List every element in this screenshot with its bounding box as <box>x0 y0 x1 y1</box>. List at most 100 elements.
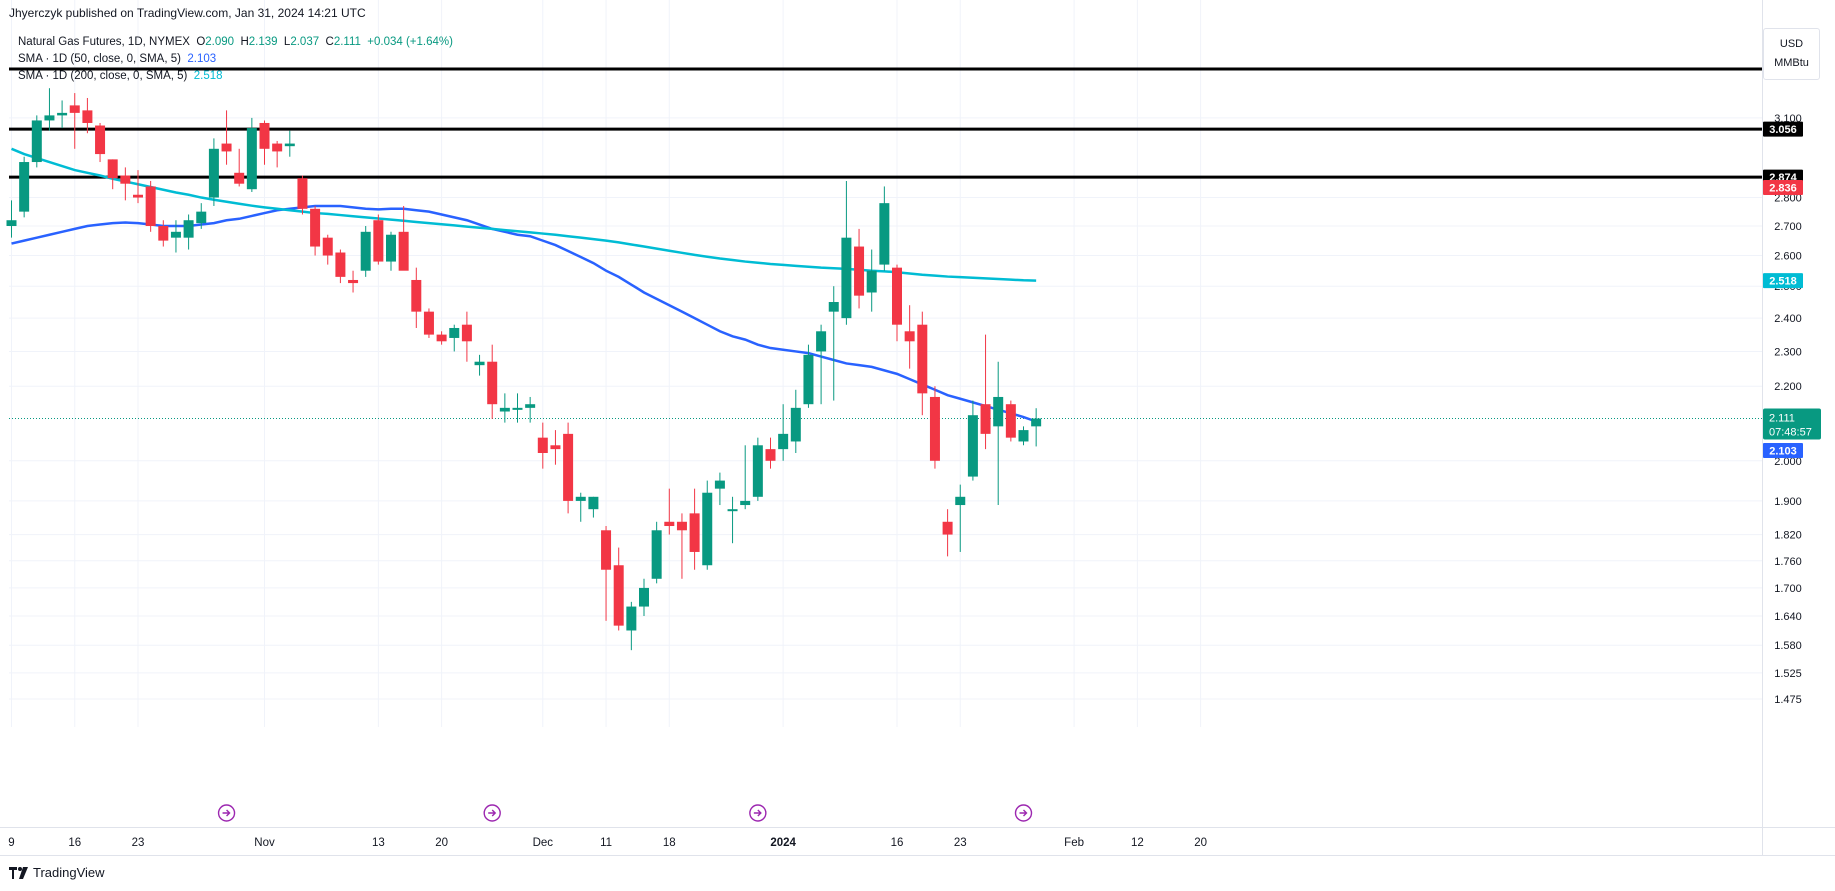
candle <box>664 488 675 535</box>
candle <box>828 286 839 401</box>
candle-body <box>892 267 902 325</box>
candle <box>765 437 776 469</box>
candle <box>841 180 852 325</box>
candle-body <box>563 433 574 501</box>
candle-body <box>626 606 637 631</box>
sma50-line <box>11 204 1037 423</box>
currency-unit-selector[interactable]: USD MMBtu <box>1763 28 1820 80</box>
sma200-label: SMA · 1D (200, close, 0, SMA, 5) <box>18 70 188 82</box>
x-tick-label: Dec <box>533 837 554 849</box>
candle <box>449 324 460 352</box>
candle <box>917 311 928 416</box>
candle-body <box>120 175 131 184</box>
candle <box>803 344 814 408</box>
candle <box>980 334 991 450</box>
candle-body <box>993 396 1004 427</box>
candle <box>689 488 700 570</box>
candle-body <box>145 186 156 226</box>
open-label: O <box>196 36 206 48</box>
symbol-row[interactable]: Natural Gas Futures, 1D, NYMEX O2.090 H2… <box>18 34 453 51</box>
candle <box>82 97 93 134</box>
candle-body <box>436 334 447 342</box>
candle-body <box>335 252 346 277</box>
currency-label: USD <box>1779 38 1804 50</box>
candle <box>44 88 55 131</box>
candle-body <box>208 148 219 198</box>
candle <box>133 170 143 204</box>
candle-body <box>575 496 586 501</box>
x-tick-label: 20 <box>1194 837 1207 849</box>
candle <box>537 422 548 469</box>
candle-body <box>588 496 599 510</box>
candle <box>183 214 194 250</box>
candle-body <box>246 128 257 190</box>
price-label-text: 2.103 <box>1769 446 1797 458</box>
candle <box>335 249 346 284</box>
candle <box>601 526 612 621</box>
candle-body <box>19 162 30 212</box>
candle <box>727 496 738 544</box>
tradingview-brand[interactable]: TradingView <box>9 865 105 880</box>
candle-body <box>740 500 751 506</box>
candle-body <box>828 302 839 312</box>
x-tick-label: 2024 <box>770 837 796 849</box>
candle <box>487 344 498 419</box>
candle-body <box>676 521 687 531</box>
price-label-text: 2.836 <box>1769 183 1797 195</box>
y-tick-label: 2.200 <box>1774 381 1802 393</box>
candle-body <box>499 407 510 412</box>
candle-body <box>6 220 17 226</box>
candle <box>322 234 333 265</box>
candle-body <box>525 404 536 408</box>
candle-body <box>170 231 181 238</box>
candle <box>120 167 131 201</box>
event-marker-icon <box>749 804 767 822</box>
candle-body <box>31 120 42 163</box>
candle <box>892 264 902 342</box>
candle <box>904 305 915 369</box>
sma200-row[interactable]: SMA · 1D (200, close, 0, SMA, 5) 2.518 <box>18 68 453 85</box>
chart-grid <box>9 0 1762 727</box>
candle <box>208 138 219 206</box>
candle <box>525 396 536 423</box>
x-tick-label: 12 <box>1131 837 1144 849</box>
candle <box>170 220 181 253</box>
y-tick-label: 2.000 <box>1774 456 1802 468</box>
candle-body <box>487 361 498 405</box>
candle-body <box>423 311 434 335</box>
candle-body <box>765 449 776 461</box>
candle <box>942 509 953 557</box>
candle-body <box>1018 430 1029 442</box>
candle <box>31 115 42 168</box>
high-value: 2.139 <box>248 36 278 48</box>
candle-body <box>727 509 738 512</box>
sma50-row[interactable]: SMA · 1D (50, close, 0, SMA, 5) 2.103 <box>18 51 453 68</box>
close-label: C <box>325 36 334 48</box>
candle <box>373 214 384 265</box>
candle <box>386 231 396 271</box>
candle <box>879 186 890 271</box>
x-tick-label: 20 <box>435 837 448 849</box>
candle-body <box>550 445 561 450</box>
candle-body <box>929 396 940 461</box>
candle-body <box>537 437 548 453</box>
candle <box>1005 400 1016 442</box>
x-tick-label: 23 <box>954 837 967 849</box>
candle-body <box>752 445 763 497</box>
candle-body <box>360 231 371 271</box>
candle-body <box>980 404 991 434</box>
candle <box>993 361 1004 506</box>
candle-body <box>82 110 93 123</box>
candle <box>816 324 827 405</box>
candle-body <box>942 521 953 535</box>
candle <box>512 393 523 423</box>
candle-body <box>449 327 460 338</box>
close-value: 2.111 <box>333 36 361 48</box>
candle-body <box>373 220 384 262</box>
sma200-value: 2.518 <box>193 70 223 82</box>
brand-name: TradingView <box>33 865 105 880</box>
candle <box>310 205 321 256</box>
candle <box>740 445 751 510</box>
candle-body <box>689 513 700 552</box>
